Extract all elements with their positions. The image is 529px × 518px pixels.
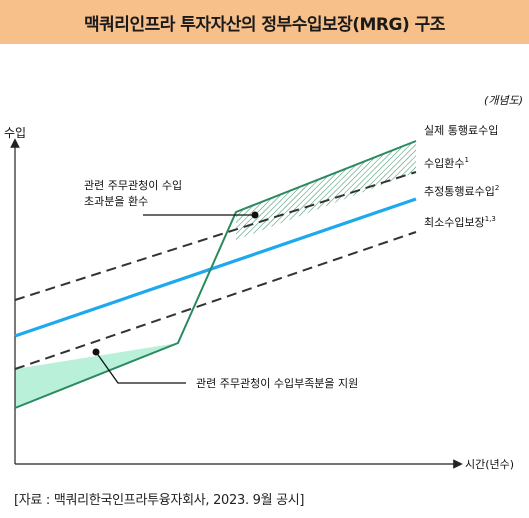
y-axis-label: 수입 bbox=[4, 126, 26, 140]
excess-annotation-1: 관련 주무관청이 수입 bbox=[84, 179, 182, 192]
legend-guarantee-sup: 1,3 bbox=[485, 215, 496, 223]
shortfall-marker bbox=[92, 348, 100, 356]
legend-clawback-sup: 1 bbox=[464, 156, 468, 164]
title-bar: 맥쿼리인프라 투자자산의 정부수입보장(MRG) 구조 bbox=[0, 0, 529, 44]
shortfall-annotation: 관련 주무관청이 수입부족분을 지원 bbox=[196, 377, 358, 390]
legend-forecast-sup: 2 bbox=[495, 184, 499, 192]
forecast-line bbox=[14, 197, 417, 338]
page-title: 맥쿼리인프라 투자자산의 정부수입보장(MRG) 구조 bbox=[84, 14, 445, 35]
shortfall-callout-line bbox=[95, 351, 186, 384]
mrg-diagram: (개념도) 수입 시간(년수) 실제 통행료수입 수입환수1 추정통행료수입2 … bbox=[4, 94, 523, 471]
legend-clawback-text: 수입환수 bbox=[424, 157, 464, 170]
legend-clawback: 수입환수1 bbox=[424, 156, 469, 170]
legend-forecast: 추정통행료수입2 bbox=[424, 184, 499, 198]
source-note: [자료 : 맥쿼리한국인프라투융자회사, 2023. 9월 공시] bbox=[14, 493, 305, 508]
concept-note: (개념도) bbox=[484, 94, 523, 107]
actual-revenue-line bbox=[14, 140, 417, 409]
excess-area bbox=[236, 141, 416, 240]
clawback-line bbox=[14, 171, 417, 301]
legend-forecast-text: 추정통행료수입 bbox=[424, 185, 495, 198]
legend-guarantee: 최소수입보장1,3 bbox=[424, 215, 496, 229]
excess-annotation-2: 초과분을 환수 bbox=[84, 195, 148, 208]
x-axis-label: 시간(년수) bbox=[465, 458, 514, 471]
legend-actual: 실제 통행료수입 bbox=[424, 124, 498, 137]
guarantee-line bbox=[14, 231, 417, 370]
excess-marker bbox=[251, 211, 259, 219]
legend-guarantee-text: 최소수입보장 bbox=[424, 216, 485, 229]
